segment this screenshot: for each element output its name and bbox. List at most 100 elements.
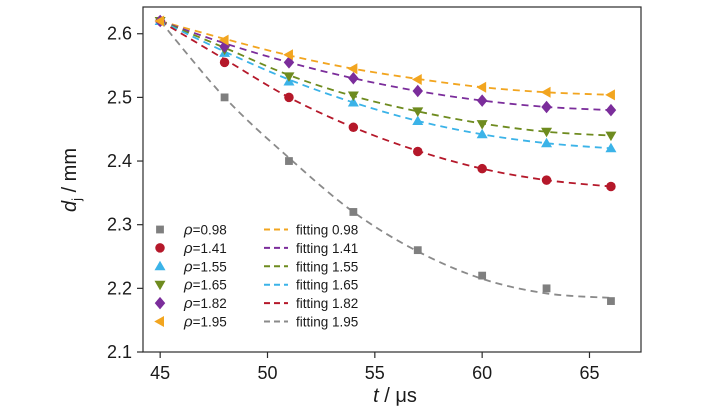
- fit-curve: [159, 20, 612, 137]
- y-tick-label: 2.1: [107, 342, 132, 362]
- legend: ρ=0.98ρ=1.41ρ=1.55 ρ=1.65ρ=1.82 ρ=1.95 fitt…: [154, 222, 358, 331]
- data-point: [283, 72, 295, 82]
- legend-item: fitting 0.98: [264, 223, 358, 238]
- data-point: [477, 163, 487, 174]
- legend-item: fitting 1.41: [264, 241, 358, 256]
- fit-curves: [159, 20, 612, 299]
- legend-item: fitting 1.55: [264, 259, 358, 274]
- data-point: [412, 107, 424, 117]
- data-point: [284, 92, 294, 103]
- x-tick-label: 55: [365, 363, 385, 383]
- legend-marker: [155, 243, 165, 253]
- y-tick-label: 2.6: [107, 24, 132, 44]
- y-tick-label: 2.2: [107, 278, 132, 298]
- legend-label: ρ=1.65: [183, 277, 227, 294]
- legend-item: fitting 1.65: [264, 278, 358, 293]
- data-point: [348, 72, 359, 85]
- x-axis-title: t / μs: [373, 385, 417, 407]
- data-point: [413, 246, 422, 255]
- legend-item: ρ=1.65: [154, 277, 227, 294]
- data-point: [476, 94, 488, 107]
- data-point: [605, 142, 617, 153]
- legend-item: ρ=1.82: [154, 295, 227, 312]
- legend-label: fitting 1.65: [296, 278, 358, 293]
- data-point: [541, 100, 552, 114]
- y-tick-label: 2.4: [107, 151, 132, 171]
- data-point: [605, 89, 615, 101]
- fit-curve: [159, 20, 612, 188]
- data-point: [413, 146, 423, 157]
- data-point: [412, 74, 422, 86]
- x-tick-label: 60: [472, 363, 492, 383]
- x-tick-label: 45: [150, 363, 170, 383]
- data-point: [412, 84, 424, 98]
- legend-label: fitting 1.95: [296, 315, 358, 330]
- data-point: [542, 284, 551, 293]
- legend-label: ρ=1.41: [183, 240, 227, 257]
- data-point: [476, 128, 488, 139]
- data-point: [476, 120, 488, 130]
- y-axis-symbol: d: [59, 200, 81, 212]
- legend-marker: [154, 296, 166, 310]
- fit-curve: [159, 20, 612, 150]
- y-axis-separator: /: [59, 181, 81, 198]
- y-axis-subscript: j: [69, 198, 84, 202]
- legend-item: fitting 1.95: [264, 315, 358, 330]
- fit-curve: [159, 20, 612, 299]
- data-point: [218, 34, 229, 46]
- data-point: [347, 91, 359, 101]
- legend-item: ρ=1.55: [154, 258, 227, 275]
- legend-item: ρ=1.95: [154, 314, 227, 331]
- data-markers: [154, 14, 617, 305]
- legend-label: fitting 1.41: [296, 241, 358, 256]
- legend-label: ρ=0.98: [183, 222, 227, 239]
- legend-item: ρ=1.41: [155, 240, 227, 257]
- data-point: [154, 15, 165, 27]
- y-axis: 2.1 2.2 2.3 2.4 2.5 2.6: [107, 24, 143, 362]
- data-point: [348, 122, 359, 133]
- fit-curve: [159, 20, 611, 96]
- plot-frame: [142, 6, 642, 353]
- data-point: [605, 103, 617, 117]
- legend-label: ρ=1.95: [183, 314, 227, 331]
- data-point: [476, 81, 487, 93]
- data-point: [478, 271, 487, 280]
- data-point: [541, 175, 552, 185]
- data-point: [219, 57, 230, 68]
- x-tick-label: 65: [579, 363, 599, 383]
- legend-marker: [156, 225, 164, 234]
- data-point: [541, 137, 553, 148]
- legend-label: fitting 0.98: [296, 223, 358, 238]
- data-point: [220, 93, 229, 102]
- x-axis-unit: μs: [395, 385, 417, 407]
- data-point: [347, 96, 359, 107]
- data-point: [349, 208, 358, 216]
- legend-item: fitting 1.82: [264, 296, 358, 311]
- y-tick-label: 2.3: [107, 215, 132, 235]
- fit-curve: [159, 20, 611, 112]
- x-axis-symbol: t: [373, 385, 380, 407]
- legend-marker: [154, 260, 166, 271]
- legend-label: ρ=1.55: [183, 258, 227, 275]
- y-axis-unit: mm: [59, 148, 81, 181]
- data-point: [605, 131, 617, 142]
- legend-marker: [154, 280, 166, 291]
- legend-label: fitting 1.55: [296, 259, 358, 274]
- data-point: [540, 86, 551, 98]
- legend-label: ρ=1.82: [183, 295, 227, 312]
- data-point: [606, 181, 616, 192]
- data-point: [347, 63, 358, 75]
- legend-marker: [154, 316, 164, 327]
- data-point: [283, 49, 293, 61]
- data-point: [412, 115, 424, 125]
- x-axis-separator: /: [379, 385, 396, 407]
- y-axis-title: dj / mm: [59, 148, 84, 212]
- x-axis: 45 50 55 60 65: [150, 352, 599, 383]
- x-tick-label: 50: [257, 363, 277, 383]
- legend-label: fitting 1.82: [296, 296, 358, 311]
- data-point: [607, 297, 615, 305]
- legend-item: ρ=0.98: [156, 222, 227, 239]
- y-tick-label: 2.5: [107, 87, 132, 107]
- data-point: [541, 127, 553, 138]
